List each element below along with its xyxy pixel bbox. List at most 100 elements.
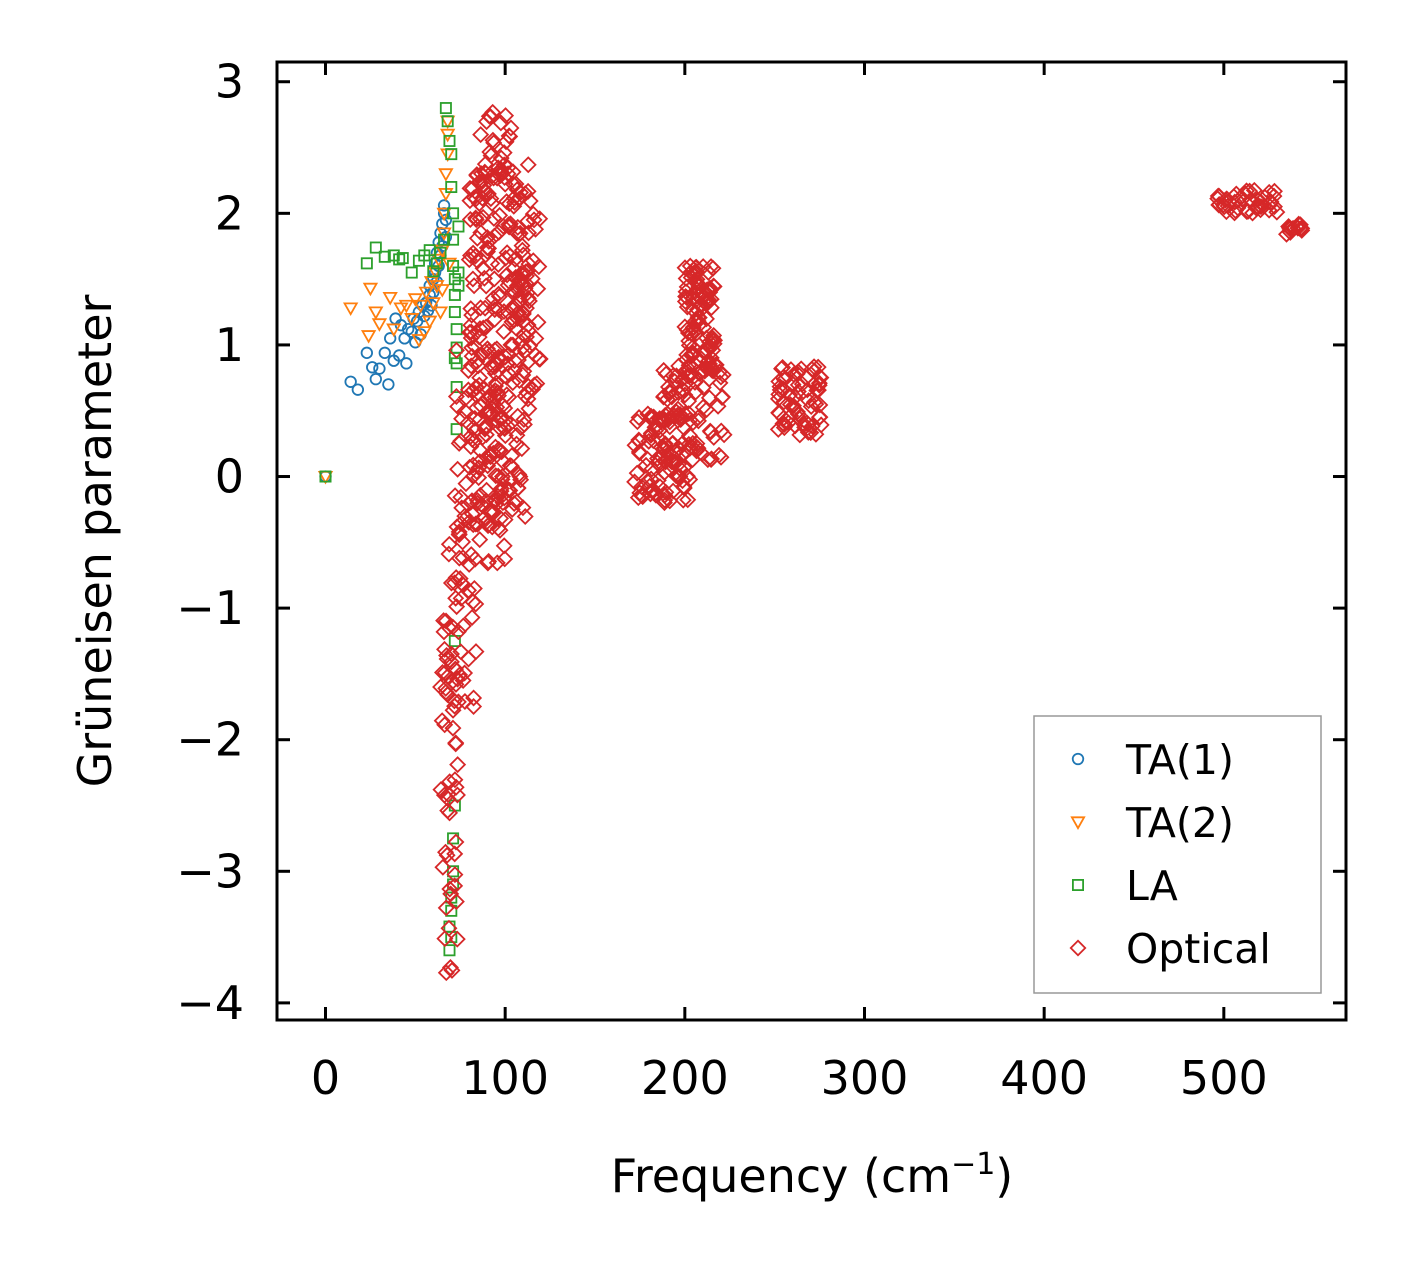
data-point-optical: [441, 773, 459, 791]
data-point-optical: [807, 425, 825, 443]
data-point-optical: [472, 299, 490, 317]
legend: TA(1) TA(2) LA Optical: [1033, 715, 1322, 994]
data-point-optical: [452, 643, 470, 661]
data-point-optical: [465, 432, 483, 450]
data-point-optical: [712, 448, 730, 466]
data-point-optical: [669, 400, 687, 418]
data-point-optical: [436, 930, 454, 948]
data-point-optical: [444, 719, 462, 737]
data-point-optical: [467, 190, 485, 208]
data-point-ta-2: [422, 315, 438, 330]
data-point-optical: [472, 224, 490, 242]
data-point-optical: [518, 384, 536, 402]
data-point-optical: [1278, 225, 1296, 243]
data-point-optical: [514, 499, 532, 517]
legend-label: TA(2): [1125, 799, 1234, 847]
data-point-optical: [446, 771, 464, 789]
data-point-optical: [677, 269, 695, 287]
data-point-optical: [775, 371, 793, 389]
data-point-ta-1: [437, 199, 451, 212]
data-point-optical: [1244, 204, 1262, 222]
data-point-optical: [800, 392, 818, 410]
data-point-ta-2: [386, 323, 402, 338]
data-point-optical: [476, 299, 494, 317]
data-point-optical: [516, 508, 534, 526]
data-point-la: [378, 250, 391, 263]
data-point-optical: [656, 491, 674, 509]
x-tick-label: 400: [1000, 1051, 1088, 1105]
data-point-ta-1: [351, 383, 365, 396]
data-point-optical: [527, 220, 545, 238]
data-point-optical: [512, 184, 530, 202]
data-point-optical: [515, 411, 533, 429]
data-point-optical: [447, 589, 465, 607]
data-point-la: [448, 635, 461, 648]
data-point-optical: [1268, 203, 1286, 221]
data-point-optical: [684, 434, 702, 452]
data-point-optical: [643, 460, 661, 478]
data-point-optical: [496, 511, 514, 529]
data-point-optical: [492, 161, 510, 179]
data-point-optical: [524, 205, 542, 223]
data-point-optical: [471, 210, 489, 228]
data-point-optical: [442, 885, 460, 903]
data-point-optical: [464, 382, 482, 400]
data-point-optical: [527, 329, 545, 347]
data-point-optical: [445, 692, 463, 710]
data-point-optical: [687, 263, 705, 281]
data-point-optical: [452, 432, 470, 450]
data-point-optical: [436, 716, 454, 734]
data-point-optical: [442, 645, 460, 663]
data-point-optical: [512, 264, 530, 282]
data-point-ta-1: [439, 230, 453, 244]
data-point-optical: [1247, 199, 1265, 217]
data-point-la: [445, 181, 458, 194]
data-point-optical: [504, 336, 522, 354]
data-point-ta-2: [434, 284, 450, 298]
data-point-optical: [496, 420, 514, 438]
legend-label: Optical: [1126, 925, 1271, 973]
data-point-optical: [482, 359, 500, 377]
data-point-optical: [492, 509, 510, 527]
data-point-optical: [520, 400, 538, 418]
data-point-la: [434, 246, 447, 259]
data-point-optical: [678, 321, 696, 339]
data-point-optical: [664, 367, 682, 385]
data-point-optical: [672, 411, 690, 429]
x-axis-label: Frequency (cm−1): [611, 1147, 1014, 1203]
data-point-optical: [451, 570, 469, 588]
data-point-optical: [802, 398, 820, 416]
data-point-optical: [449, 756, 467, 774]
data-point-optical: [454, 617, 472, 635]
data-point-optical: [439, 790, 457, 808]
data-point-optical: [447, 833, 465, 851]
data-point-optical: [465, 689, 483, 707]
data-point-optical: [450, 526, 468, 544]
data-point-ta-1: [366, 361, 379, 374]
data-point-optical: [465, 697, 483, 715]
data-point-la: [452, 220, 465, 233]
legend-label: TA(1): [1125, 736, 1234, 784]
data-point-optical: [516, 185, 534, 203]
x-tick-label: 0: [311, 1051, 340, 1105]
data-point-optical: [438, 650, 456, 668]
data-point-optical: [492, 482, 510, 500]
data-point-ta-2: [371, 318, 388, 332]
y-tick-label: 2: [215, 186, 244, 240]
y-tick-label: 0: [215, 450, 244, 504]
data-point-optical: [678, 467, 696, 485]
data-point-optical: [656, 435, 674, 453]
data-point-optical: [513, 237, 531, 255]
data-point-optical: [478, 113, 496, 131]
data-point-optical: [649, 471, 667, 489]
data-point-optical: [490, 301, 508, 319]
data-point-optical: [519, 156, 537, 174]
data-point-optical: [628, 464, 646, 482]
data-point-optical: [472, 126, 490, 144]
data-point-optical: [493, 470, 511, 488]
data-point-optical: [667, 467, 685, 485]
data-point-optical: [483, 194, 501, 212]
data-point-ta-2: [438, 168, 454, 182]
legend-entry-optical: Optical: [1069, 925, 1271, 973]
data-point-optical: [702, 338, 720, 356]
